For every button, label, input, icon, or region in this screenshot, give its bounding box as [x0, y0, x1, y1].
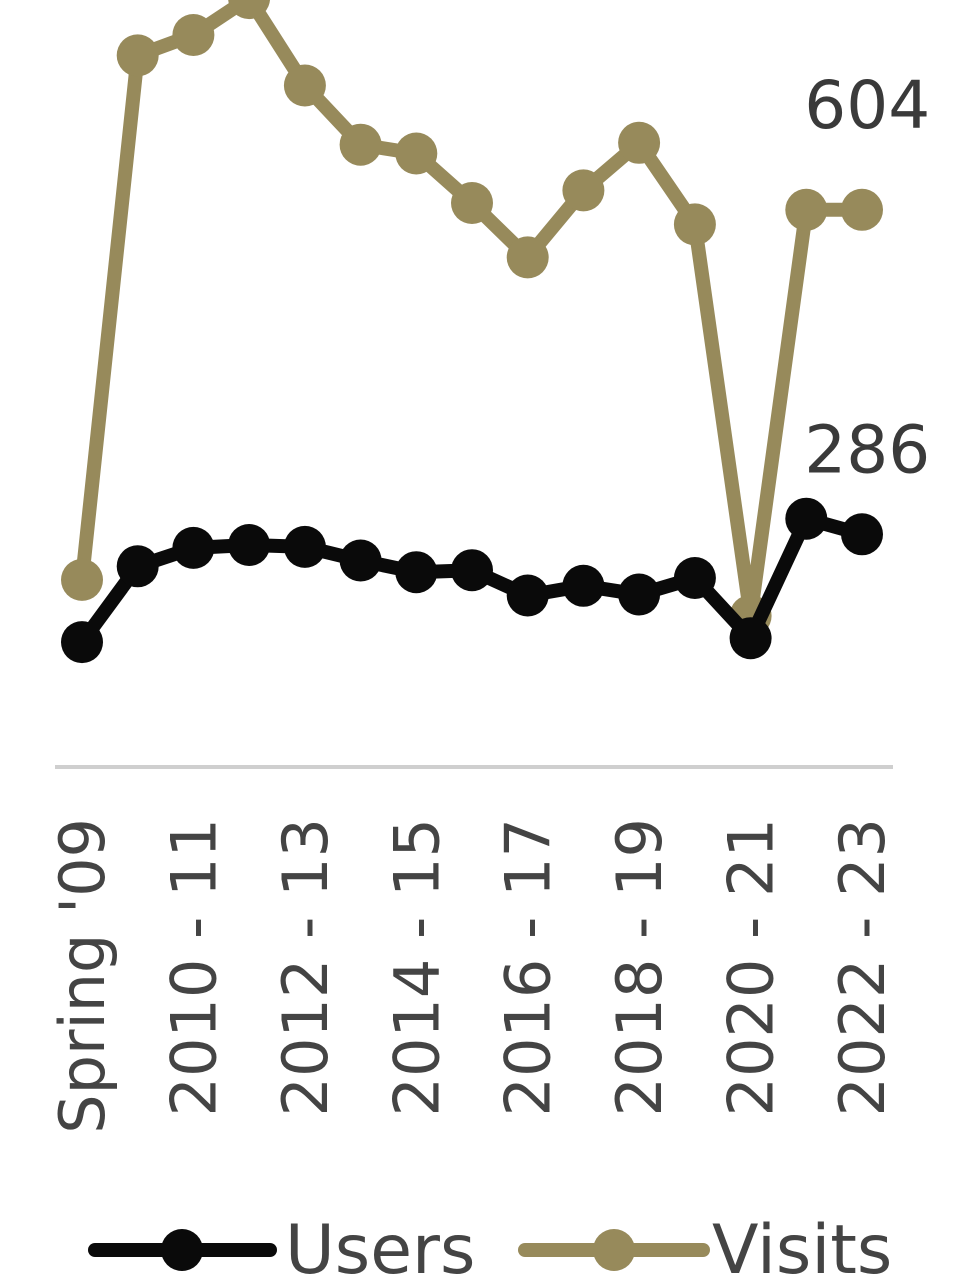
data-point-users [395, 551, 438, 594]
data-point-users [785, 497, 828, 540]
x-tick-label: 2010 - 11 [157, 818, 230, 1116]
data-point-visits [395, 132, 438, 175]
data-point-users [673, 557, 716, 599]
legend-users-label: Users [285, 1211, 475, 1283]
data-point-users [506, 574, 549, 617]
data-label-users: 286 [804, 412, 930, 489]
data-point-users [451, 549, 493, 592]
data-point-visits [785, 188, 828, 231]
data-point-visits [339, 123, 382, 166]
data-point-users [841, 513, 883, 556]
x-tick-layer: Spring '09 2010 - 11 2012 - 13 2014 - 15 201… [46, 818, 899, 1134]
legend: Users Visits [88, 1211, 892, 1283]
data-point-users [172, 526, 215, 569]
legend-visits-marker [593, 1229, 635, 1271]
data-point-users [562, 564, 605, 607]
series-layer [61, 0, 883, 664]
data-point-visits [283, 64, 326, 107]
x-tick-label: 2022 - 23 [826, 818, 899, 1116]
data-label-visits: 604 [804, 67, 930, 144]
data-point-visits [228, 0, 271, 20]
x-tick-label: 2012 - 13 [269, 818, 342, 1116]
series-line-visits [75, 0, 869, 623]
x-tick-label: 2016 - 17 [492, 818, 565, 1116]
data-point-visits [618, 121, 661, 164]
legend-item-users: Users [88, 1211, 475, 1283]
data-point-visits [506, 236, 549, 279]
data-point-users [618, 573, 661, 616]
data-point-users [283, 525, 326, 568]
data-point-visits [841, 188, 883, 231]
data-point-visits [116, 34, 159, 77]
data-point-users [729, 617, 772, 660]
data-point-visits [451, 182, 493, 224]
x-tick-label: 2014 - 15 [380, 818, 453, 1116]
x-tick-label: Spring '09 [46, 818, 119, 1134]
legend-users-marker [161, 1229, 203, 1271]
data-point-users [116, 545, 159, 588]
legend-visits-label: Visits [712, 1211, 892, 1283]
data-point-visits [562, 169, 605, 212]
data-point-visits [172, 14, 215, 56]
data-point-visits [673, 203, 716, 246]
x-tick-label: 2018 - 19 [603, 818, 676, 1116]
data-point-users [339, 539, 382, 582]
data-point-users [61, 621, 103, 664]
data-point-users [228, 524, 271, 566]
legend-item-visits: Visits [518, 1211, 892, 1283]
data-point-visits [61, 558, 103, 601]
x-tick-label: 2020 - 21 [715, 818, 788, 1116]
data-label-layer: 604 286 [804, 67, 930, 489]
